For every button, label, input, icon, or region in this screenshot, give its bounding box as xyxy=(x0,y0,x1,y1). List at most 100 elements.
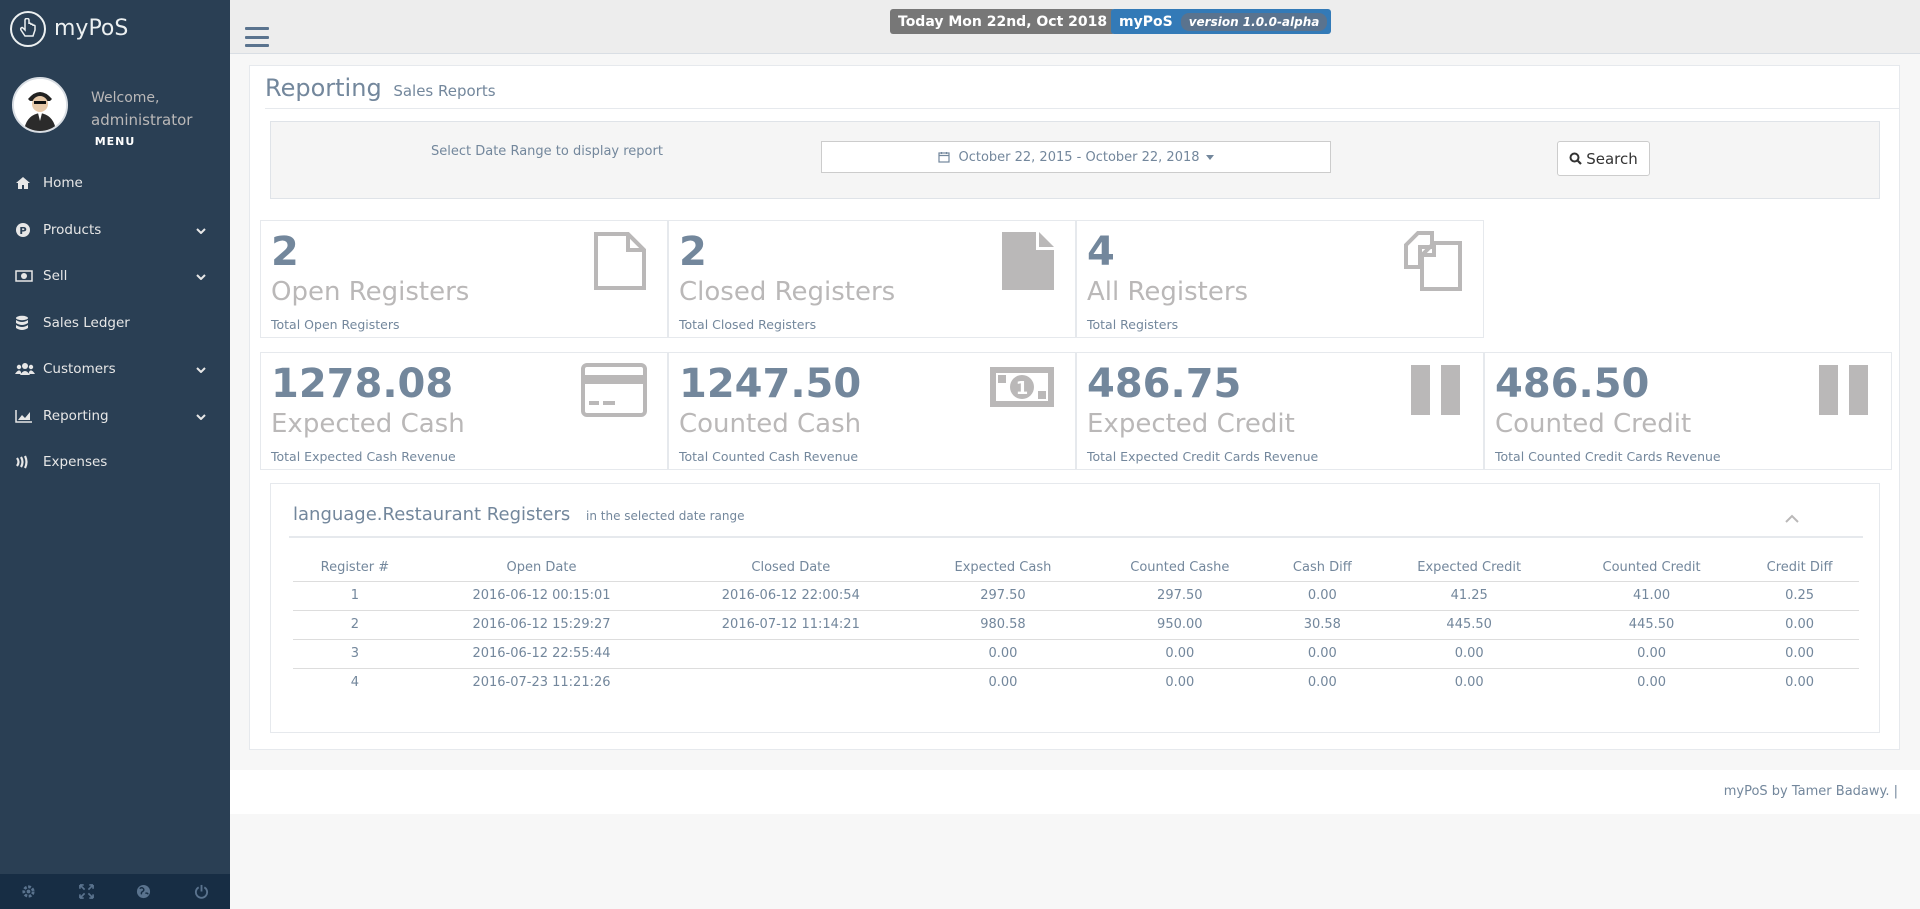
table-cell: 2 xyxy=(293,610,417,640)
column-header[interactable]: Counted Credit xyxy=(1562,554,1741,582)
users-icon xyxy=(15,362,35,376)
footer-credit: myPoS by Tamer Badawy. | xyxy=(1723,784,1898,799)
page-title-text: Reporting xyxy=(265,74,382,102)
brand[interactable]: myPoS xyxy=(0,0,230,57)
table-cell: 0.00 xyxy=(1269,639,1376,669)
product-icon: P xyxy=(15,222,35,238)
table-header-row: Register # Open Date Closed Date Expecte… xyxy=(293,554,1859,582)
table-cell: 30.58 xyxy=(1269,610,1376,640)
table-row[interactable]: 2 2016-06-12 15:29:27 2016-07-12 11:14:2… xyxy=(293,610,1859,640)
sidebar-item-label: Customers xyxy=(43,361,116,378)
search-button[interactable]: Search xyxy=(1557,141,1650,176)
version-badge: version 1.0.0-alpha xyxy=(1180,12,1328,31)
registers-panel: language.Restaurant Registers in the sel… xyxy=(270,483,1880,733)
chevron-down-icon xyxy=(196,408,206,424)
sidebar-item-sell[interactable]: Sell xyxy=(0,253,230,300)
tile-expected-credit: 486.75 Expected Credit Total Expected Cr… xyxy=(1076,352,1484,470)
column-header[interactable]: Expected Cash xyxy=(915,554,1091,582)
tile-counted-cash: 1247.50 Counted Cash Total Counted Cash … xyxy=(668,352,1076,470)
fullscreen-icon[interactable] xyxy=(58,874,115,909)
tile-name: Open Registers xyxy=(271,277,470,307)
column-header[interactable]: Register # xyxy=(293,554,417,582)
username: administrator xyxy=(91,111,193,129)
sidebar-item-label: Expenses xyxy=(43,454,108,471)
app-name: myPoS xyxy=(1119,13,1173,30)
table-cell: 980.58 xyxy=(915,610,1091,640)
profile: Welcome, administrator xyxy=(0,57,230,155)
tile-name: All Registers xyxy=(1087,277,1249,307)
tile-sub: Total Expected Credit Cards Revenue xyxy=(1087,449,1319,464)
sidebar-nav: Home P Products Sell Sales Ledger Custom… xyxy=(0,160,230,486)
calendar-icon xyxy=(938,151,951,163)
chevron-down-icon xyxy=(196,268,206,284)
sidebar-item-label: Sell xyxy=(43,268,68,285)
sidebar-item-products[interactable]: P Products xyxy=(0,207,230,254)
chevron-down-icon xyxy=(196,361,206,377)
table-cell: 41.00 xyxy=(1562,581,1741,611)
column-header[interactable]: Open Date xyxy=(416,554,667,582)
table-row[interactable]: 1 2016-06-12 00:15:01 2016-06-12 22:00:5… xyxy=(293,581,1859,611)
sidebar: myPoS Welcome, administrator MENU Home P… xyxy=(0,0,230,909)
tile-counted-credit: 486.50 Counted Credit Total Counted Cred… xyxy=(1484,352,1892,470)
table-cell: 0.00 xyxy=(1454,675,1484,691)
avatar[interactable] xyxy=(12,77,68,133)
table-cell: 0.00 xyxy=(1307,675,1337,691)
tile-expected-cash: 1278.08 Expected Cash Total Expected Cas… xyxy=(260,352,668,470)
table-cell: 0.00 xyxy=(1785,675,1815,691)
sidebar-item-label: Reporting xyxy=(43,407,109,424)
table-cell: 445.50 xyxy=(1562,610,1741,640)
tile-sub: Total Closed Registers xyxy=(679,317,817,332)
pause-bars-icon xyxy=(1411,363,1463,421)
caret-down-icon xyxy=(1205,154,1214,160)
divider xyxy=(289,536,1863,538)
registers-subtitle: in the selected date range xyxy=(586,509,745,523)
table-cell: 0.00 xyxy=(1090,639,1270,669)
file-icon xyxy=(1001,231,1055,295)
tile-sub: Total Open Registers xyxy=(271,317,400,332)
table-cell xyxy=(666,639,916,669)
power-icon[interactable] xyxy=(173,874,230,909)
sidebar-item-expenses[interactable]: Expenses xyxy=(0,439,230,486)
home-icon xyxy=(15,176,35,190)
date-range-value: October 22, 2015 - October 22, 2018 xyxy=(958,149,1200,165)
column-header[interactable]: Closed Date xyxy=(666,554,916,582)
table-cell: 0.00 xyxy=(1375,639,1563,669)
welcome-label: Welcome, xyxy=(91,90,160,106)
table-row[interactable]: 3 2016-06-12 22:55:44 0.00 0.00 0.00 0.0… xyxy=(293,639,1859,669)
collapse-chevron-up-icon[interactable] xyxy=(1785,508,1799,527)
menu-toggle-icon[interactable] xyxy=(245,27,269,47)
page-footer: myPoS by Tamer Badawy. | xyxy=(230,770,1920,814)
sidebar-item-home[interactable]: Home xyxy=(0,160,230,207)
database-icon xyxy=(15,315,35,331)
column-header[interactable]: Expected Credit xyxy=(1375,554,1563,582)
table-cell: 0.25 xyxy=(1740,581,1859,611)
table-cell: 1 xyxy=(293,581,417,611)
sidebar-item-customers[interactable]: Customers xyxy=(0,346,230,393)
table-row[interactable]: 4 2016-07-23 11:21:26 0.00 0.00 0.00 0.0… xyxy=(293,668,1859,697)
hand-pointer-icon xyxy=(10,10,46,47)
tile-count: 1247.50 xyxy=(679,361,862,407)
brand-name: myPoS xyxy=(54,16,129,41)
file-outline-icon xyxy=(593,231,647,295)
date-range-picker[interactable]: October 22, 2015 - October 22, 2018 xyxy=(821,141,1331,173)
sidebar-footer xyxy=(0,874,230,909)
settings-icon[interactable] xyxy=(0,874,57,909)
search-icon xyxy=(1569,152,1582,165)
table-cell: 2016-06-12 22:55:44 xyxy=(416,639,667,669)
sidebar-item-sales-ledger[interactable]: Sales Ledger xyxy=(0,300,230,347)
sidebar-item-reporting[interactable]: Reporting xyxy=(0,393,230,440)
tile-count: 2 xyxy=(679,229,707,275)
globe-icon[interactable] xyxy=(115,874,172,909)
money-icon xyxy=(15,270,35,282)
table-cell: 297.50 xyxy=(1090,581,1270,611)
sidebar-item-label: Products xyxy=(43,221,102,238)
page-title: Reporting Sales Reports xyxy=(265,74,496,102)
column-header[interactable]: Credit Diff xyxy=(1740,554,1859,582)
table-cell: 2016-07-12 11:14:21 xyxy=(666,610,916,640)
column-header[interactable]: Cash Diff xyxy=(1269,554,1376,582)
pause-bars-icon xyxy=(1819,363,1871,421)
page-subtitle: Sales Reports xyxy=(393,82,496,100)
column-header[interactable]: Counted Cashe xyxy=(1090,554,1270,582)
tile-name: Counted Cash xyxy=(679,409,862,439)
tile-count: 2 xyxy=(271,229,299,275)
